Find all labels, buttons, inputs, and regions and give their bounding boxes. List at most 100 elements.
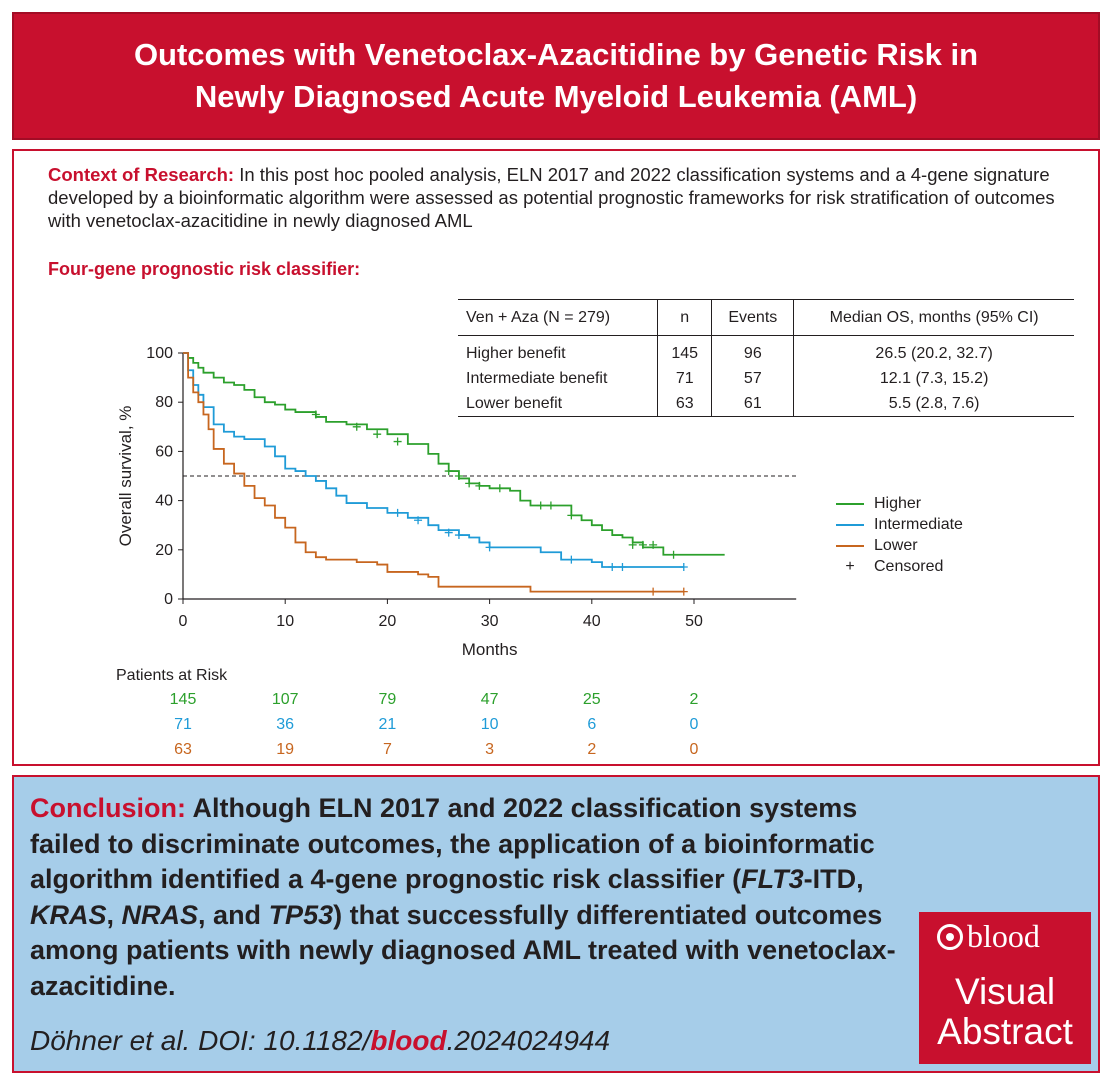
x-tick-label: 50	[685, 613, 703, 630]
km-chart: 0 10 20 30 40 50 0 20 40 60 80 100 Months Overall sur…	[116, 345, 797, 659]
x-tick-label: 0	[179, 613, 188, 630]
censor-mark	[352, 422, 361, 431]
citation: Döhner et al. DOI: 10.1182/blood.2024024…	[30, 1025, 610, 1057]
at-risk-count: 36	[276, 716, 295, 733]
table-cell: 61	[711, 391, 795, 417]
context-label: Context of Research:	[48, 164, 235, 185]
x-tick-label: 10	[276, 613, 294, 630]
censor-mark	[679, 563, 688, 572]
legend-swatch-intermediate	[836, 523, 864, 526]
x-axis-label: Months	[462, 640, 518, 659]
censor-mark	[567, 511, 576, 520]
patients-at-risk-label: Patients at Risk	[116, 667, 228, 684]
at-risk-count: 63	[174, 741, 192, 758]
table-cell: 5.5 (2.8, 7.6)	[793, 391, 1074, 417]
context-paragraph: Context of Research: In this post hoc po…	[48, 163, 1078, 232]
legend-item-lower: Lower	[836, 535, 963, 556]
classifier-heading: Four-gene prognostic risk classifier:	[48, 259, 361, 279]
censor-mark	[475, 481, 484, 490]
legend-label: Higher	[874, 494, 922, 512]
chart-legend: Higher Intermediate Lower + Censored	[836, 493, 963, 577]
gene-name: NRAS	[121, 899, 199, 930]
at-risk-count: 0	[689, 741, 699, 758]
censor-mark	[373, 430, 382, 439]
citation-suffix: .2024024944	[446, 1025, 611, 1056]
at-risk-count: 2	[689, 691, 699, 708]
survival-curve-lower	[183, 352, 684, 593]
y-axis-label: Overall survival, %	[116, 406, 135, 547]
at-risk-count: 3	[485, 741, 495, 758]
censor-mark	[485, 543, 494, 552]
y-tick-label: 80	[155, 394, 173, 411]
table-cell: Higher benefit	[458, 335, 659, 366]
censor-mark	[679, 587, 688, 596]
conclusion-part: -ITD,	[803, 864, 864, 894]
censor-mark	[649, 587, 658, 596]
title-line-2: Newly Diagnosed Acute Myeloid Leukemia (…	[194, 79, 918, 114]
y-tick-label: 40	[155, 493, 173, 510]
conclusion-text: Conclusion: Although ELN 2017 and 2022 c…	[30, 791, 930, 1004]
censor-mark	[393, 437, 402, 446]
badge-line-2: Abstract	[937, 1011, 1073, 1052]
at-risk-count: 71	[174, 716, 192, 733]
table-cell: 96	[711, 335, 795, 366]
censor-mark	[495, 484, 504, 493]
at-risk-count: 79	[378, 691, 397, 708]
conclusion-part: ) that successfully differentiated outco…	[30, 899, 896, 1001]
conclusion-panel: Conclusion: Although ELN 2017 and 2022 c…	[12, 775, 1100, 1073]
blood-drop-icon	[937, 923, 963, 950]
legend-swatch-lower	[836, 544, 864, 547]
legend-item-censored: + Censored	[836, 556, 963, 577]
at-risk-count: 2	[587, 741, 597, 758]
at-risk-count: 25	[582, 691, 601, 708]
visual-abstract-badge: blood Visual Abstract	[919, 912, 1091, 1064]
at-risk-count: 107	[271, 691, 299, 708]
table-cell: 145	[657, 335, 713, 366]
table-row: Higher benefit 145 96 26.5 (20.2, 32.7)	[458, 335, 1074, 366]
censor-mark	[649, 540, 658, 549]
legend-label: Censored	[874, 557, 944, 575]
main-panel: Context of Research: In this post hoc po…	[12, 149, 1100, 766]
conclusion-part: Although ELN 2017 and 2022 classificatio…	[30, 793, 875, 894]
table-cell: 63	[657, 391, 713, 417]
citation-journal: blood	[370, 1025, 447, 1056]
survival-curve-intermediate	[183, 352, 684, 568]
table-header-n: n	[657, 299, 713, 336]
outcome-table: Ven + Aza (N = 279) n Events Median OS, …	[458, 299, 1074, 417]
table-row: Intermediate benefit 71 57 12.1 (7.3, 15…	[458, 366, 1074, 391]
at-risk-count: 10	[480, 716, 499, 733]
censor-mark	[454, 472, 463, 480]
censor-mark	[311, 410, 320, 419]
table-cell: 57	[711, 366, 795, 391]
censor-mark	[444, 467, 453, 476]
gene-name: TP53	[268, 899, 334, 930]
legend-item-intermediate: Intermediate	[836, 514, 963, 535]
censor-mark	[393, 508, 402, 517]
legend-swatch-higher	[836, 502, 864, 505]
at-risk-count: 7	[382, 741, 392, 758]
table-header-median-os: Median OS, months (95% CI)	[793, 299, 1074, 336]
badge-line-1: Visual	[954, 971, 1056, 1012]
context-text: In this post hoc pooled analysis, ELN 20…	[48, 164, 1055, 231]
table-row: Lower benefit 63 61 5.5 (2.8, 7.6)	[458, 391, 1074, 417]
at-risk-count: 6	[587, 716, 597, 733]
censor-mark	[567, 555, 576, 564]
x-tick-label: 30	[481, 613, 499, 630]
censor-mark	[414, 516, 423, 525]
y-tick-label: 60	[155, 443, 173, 460]
at-risk-count: 21	[378, 716, 397, 733]
title-line-1: Outcomes with Venetoclax-Azacitidine by …	[133, 37, 979, 72]
table-header-group: Ven + Aza (N = 279)	[458, 299, 659, 336]
table-cell: 12.1 (7.3, 15.2)	[879, 369, 989, 387]
censor-mark	[618, 563, 627, 572]
plus-icon: +	[845, 557, 855, 575]
at-risk-count: 19	[276, 741, 295, 758]
censor-mark	[444, 528, 453, 537]
legend-item-higher: Higher	[836, 493, 963, 514]
table-cell: 26.5 (20.2, 32.7)	[875, 344, 993, 362]
legend-label: Lower	[874, 536, 918, 554]
citation-prefix: Döhner et al. DOI: 10.1182/	[30, 1025, 371, 1056]
censor-mark	[536, 501, 545, 510]
x-tick-label: 20	[379, 613, 397, 630]
gene-name: FLT3	[741, 864, 804, 894]
